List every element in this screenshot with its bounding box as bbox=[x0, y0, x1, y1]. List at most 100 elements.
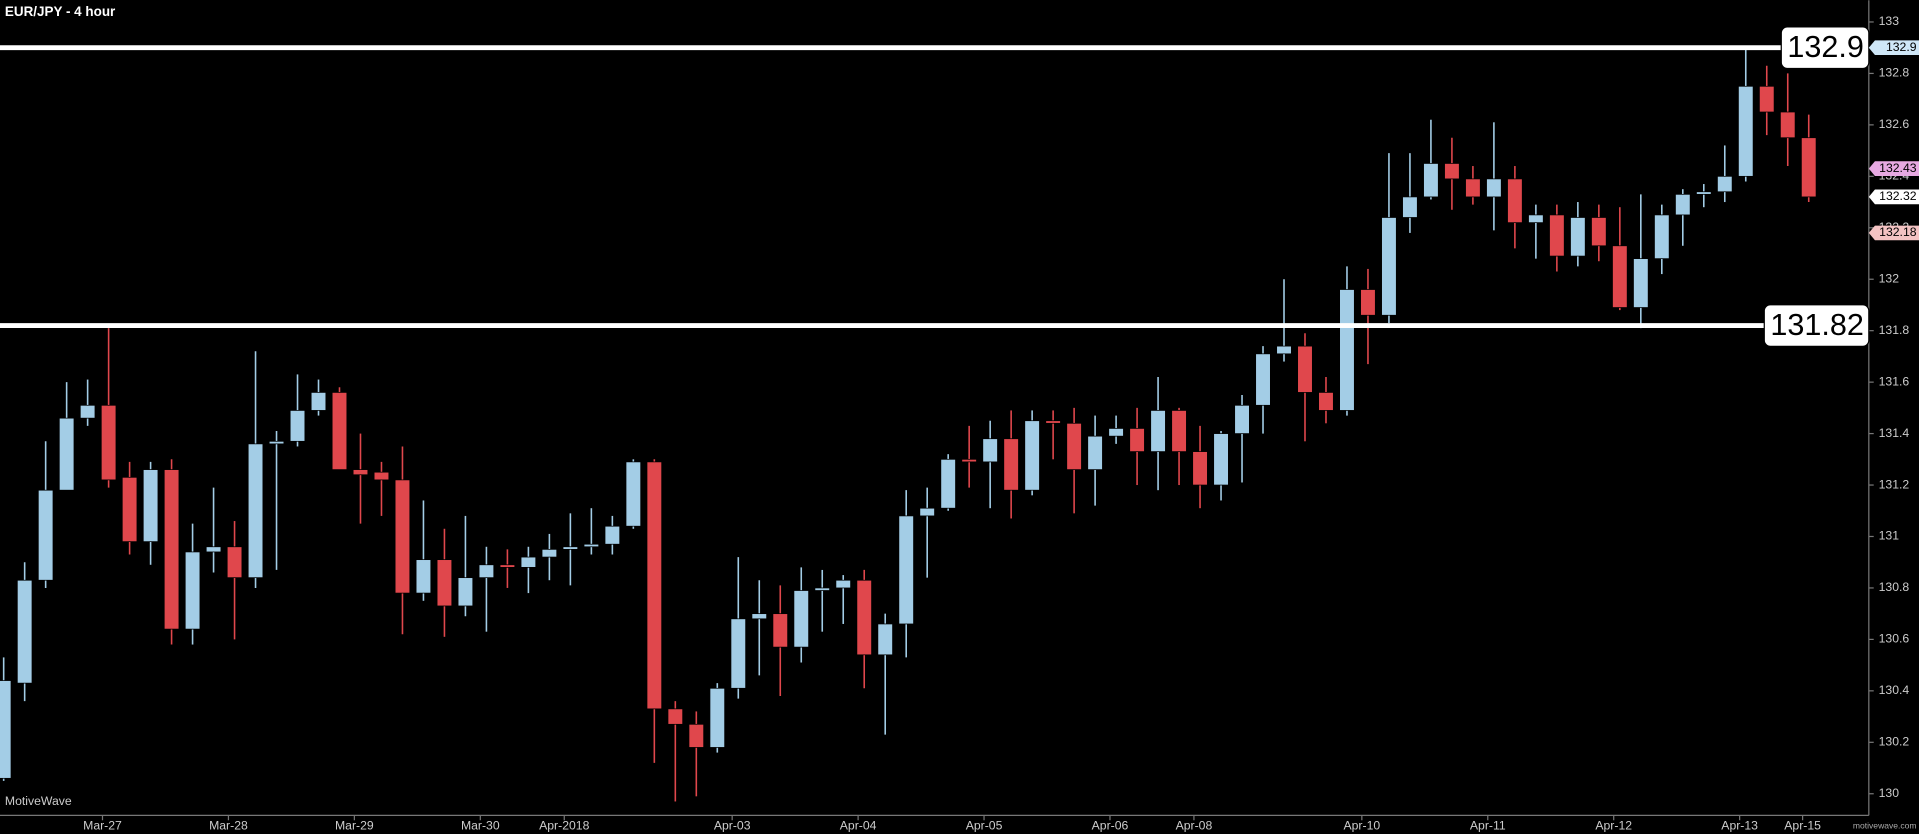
x-tick-label: Apr-03 bbox=[714, 819, 751, 833]
y-tick-label: 131 bbox=[1879, 529, 1900, 543]
candle-body bbox=[1570, 217, 1586, 257]
x-tick-label: Apr-05 bbox=[966, 819, 1003, 833]
candle-body bbox=[1759, 85, 1775, 113]
price-tag-label: 132.43 bbox=[1879, 161, 1917, 175]
candle-body bbox=[541, 548, 558, 558]
candle-body bbox=[1444, 163, 1460, 180]
candle-body bbox=[37, 489, 54, 581]
candle-body bbox=[457, 577, 474, 607]
x-tick-label: Apr-12 bbox=[1595, 819, 1632, 833]
candle-body bbox=[1276, 345, 1292, 355]
candle-body bbox=[688, 723, 705, 748]
candle-body bbox=[1045, 420, 1061, 424]
price-tag-label: 132.18 bbox=[1879, 225, 1917, 239]
candle-body bbox=[1255, 353, 1271, 406]
y-tick-label: 130.8 bbox=[1879, 580, 1910, 594]
candle-body bbox=[1696, 191, 1712, 195]
candle-body bbox=[1717, 175, 1733, 193]
candle-body bbox=[79, 404, 96, 419]
candle-body bbox=[373, 471, 390, 481]
y-tick-label: 131.8 bbox=[1879, 323, 1910, 337]
x-tick-label: Apr-2018 bbox=[539, 819, 589, 833]
y-tick-label: 130.4 bbox=[1879, 683, 1910, 697]
candle-body bbox=[415, 559, 432, 594]
candle-body bbox=[1591, 217, 1607, 247]
candle-body bbox=[310, 392, 327, 411]
candle-body bbox=[877, 623, 893, 656]
candle-body bbox=[898, 515, 914, 625]
x-tick-label: Apr-04 bbox=[840, 819, 877, 833]
candle-body bbox=[1738, 85, 1754, 177]
candle-body bbox=[1528, 214, 1544, 223]
candle-body bbox=[1192, 451, 1208, 486]
candle-body bbox=[1129, 428, 1145, 452]
candle-body bbox=[331, 392, 348, 470]
y-tick-label: 130.2 bbox=[1879, 735, 1910, 749]
candle-body bbox=[1171, 410, 1187, 452]
candle-body bbox=[352, 469, 369, 476]
candle-body bbox=[982, 438, 998, 463]
y-tick-label: 130.6 bbox=[1879, 632, 1910, 646]
candle-body bbox=[1024, 420, 1040, 491]
candle-body bbox=[1549, 214, 1565, 257]
horizontal-line-label-box bbox=[1763, 304, 1870, 347]
horizontal-line-label: 132.9 bbox=[1787, 30, 1864, 64]
chart-title: EUR/JPY - 4 hour bbox=[5, 4, 116, 19]
candle-body bbox=[1633, 258, 1649, 308]
candle-body bbox=[730, 618, 746, 689]
candle-body bbox=[1150, 410, 1166, 452]
candle-body bbox=[100, 404, 117, 481]
candle-body bbox=[163, 469, 180, 630]
candle-body bbox=[289, 410, 306, 442]
candle-body bbox=[1297, 345, 1313, 393]
candle-body bbox=[562, 546, 579, 550]
candle-body bbox=[667, 708, 684, 725]
x-tick-label: Apr-10 bbox=[1343, 819, 1380, 833]
candle-body bbox=[709, 687, 726, 748]
candle-body bbox=[1465, 178, 1481, 198]
candle-body bbox=[121, 476, 138, 543]
y-tick-label: 130 bbox=[1879, 786, 1900, 800]
candle-body bbox=[940, 458, 956, 509]
candle-body bbox=[961, 458, 977, 463]
price-tag bbox=[1868, 225, 1919, 241]
candle-body bbox=[1108, 428, 1124, 437]
candle-body bbox=[1780, 111, 1796, 139]
candle-body bbox=[919, 507, 935, 517]
candle-body bbox=[1612, 245, 1628, 308]
candle-body bbox=[205, 546, 222, 553]
candle-body bbox=[499, 564, 516, 568]
x-tick-label: Apr-06 bbox=[1092, 819, 1129, 833]
candle-body bbox=[625, 461, 642, 527]
candle-body bbox=[583, 543, 600, 548]
candle-body bbox=[1003, 438, 1019, 491]
candle-body bbox=[793, 590, 809, 648]
y-tick-label: 131.6 bbox=[1879, 374, 1910, 388]
candle-body bbox=[1654, 214, 1670, 260]
candle-body bbox=[184, 551, 201, 630]
y-tick-label: 131.2 bbox=[1879, 477, 1910, 491]
candle-body bbox=[1381, 217, 1397, 316]
candle-body bbox=[247, 443, 264, 579]
candle-body bbox=[1486, 178, 1502, 198]
x-tick-label: Apr-11 bbox=[1470, 819, 1506, 833]
candle-body bbox=[1423, 163, 1439, 198]
candle-body bbox=[604, 525, 621, 545]
x-tick-label: Mar-28 bbox=[209, 819, 248, 833]
candle-body bbox=[268, 440, 285, 445]
watermark: MotiveWave bbox=[5, 794, 72, 808]
x-tick-label: Apr-13 bbox=[1721, 819, 1758, 833]
candle-body bbox=[1339, 289, 1355, 411]
candle-body bbox=[520, 556, 537, 568]
y-tick-label: 132.6 bbox=[1879, 117, 1910, 131]
x-tick-label: Apr-15 bbox=[1784, 819, 1821, 833]
candle-body bbox=[1675, 193, 1691, 216]
candle-body bbox=[16, 579, 33, 684]
price-tag bbox=[1868, 161, 1919, 176]
x-tick-label: Mar-30 bbox=[461, 819, 500, 833]
horizontal-line-label: 131.82 bbox=[1770, 308, 1864, 342]
price-tag-label: 132.32 bbox=[1879, 189, 1917, 203]
